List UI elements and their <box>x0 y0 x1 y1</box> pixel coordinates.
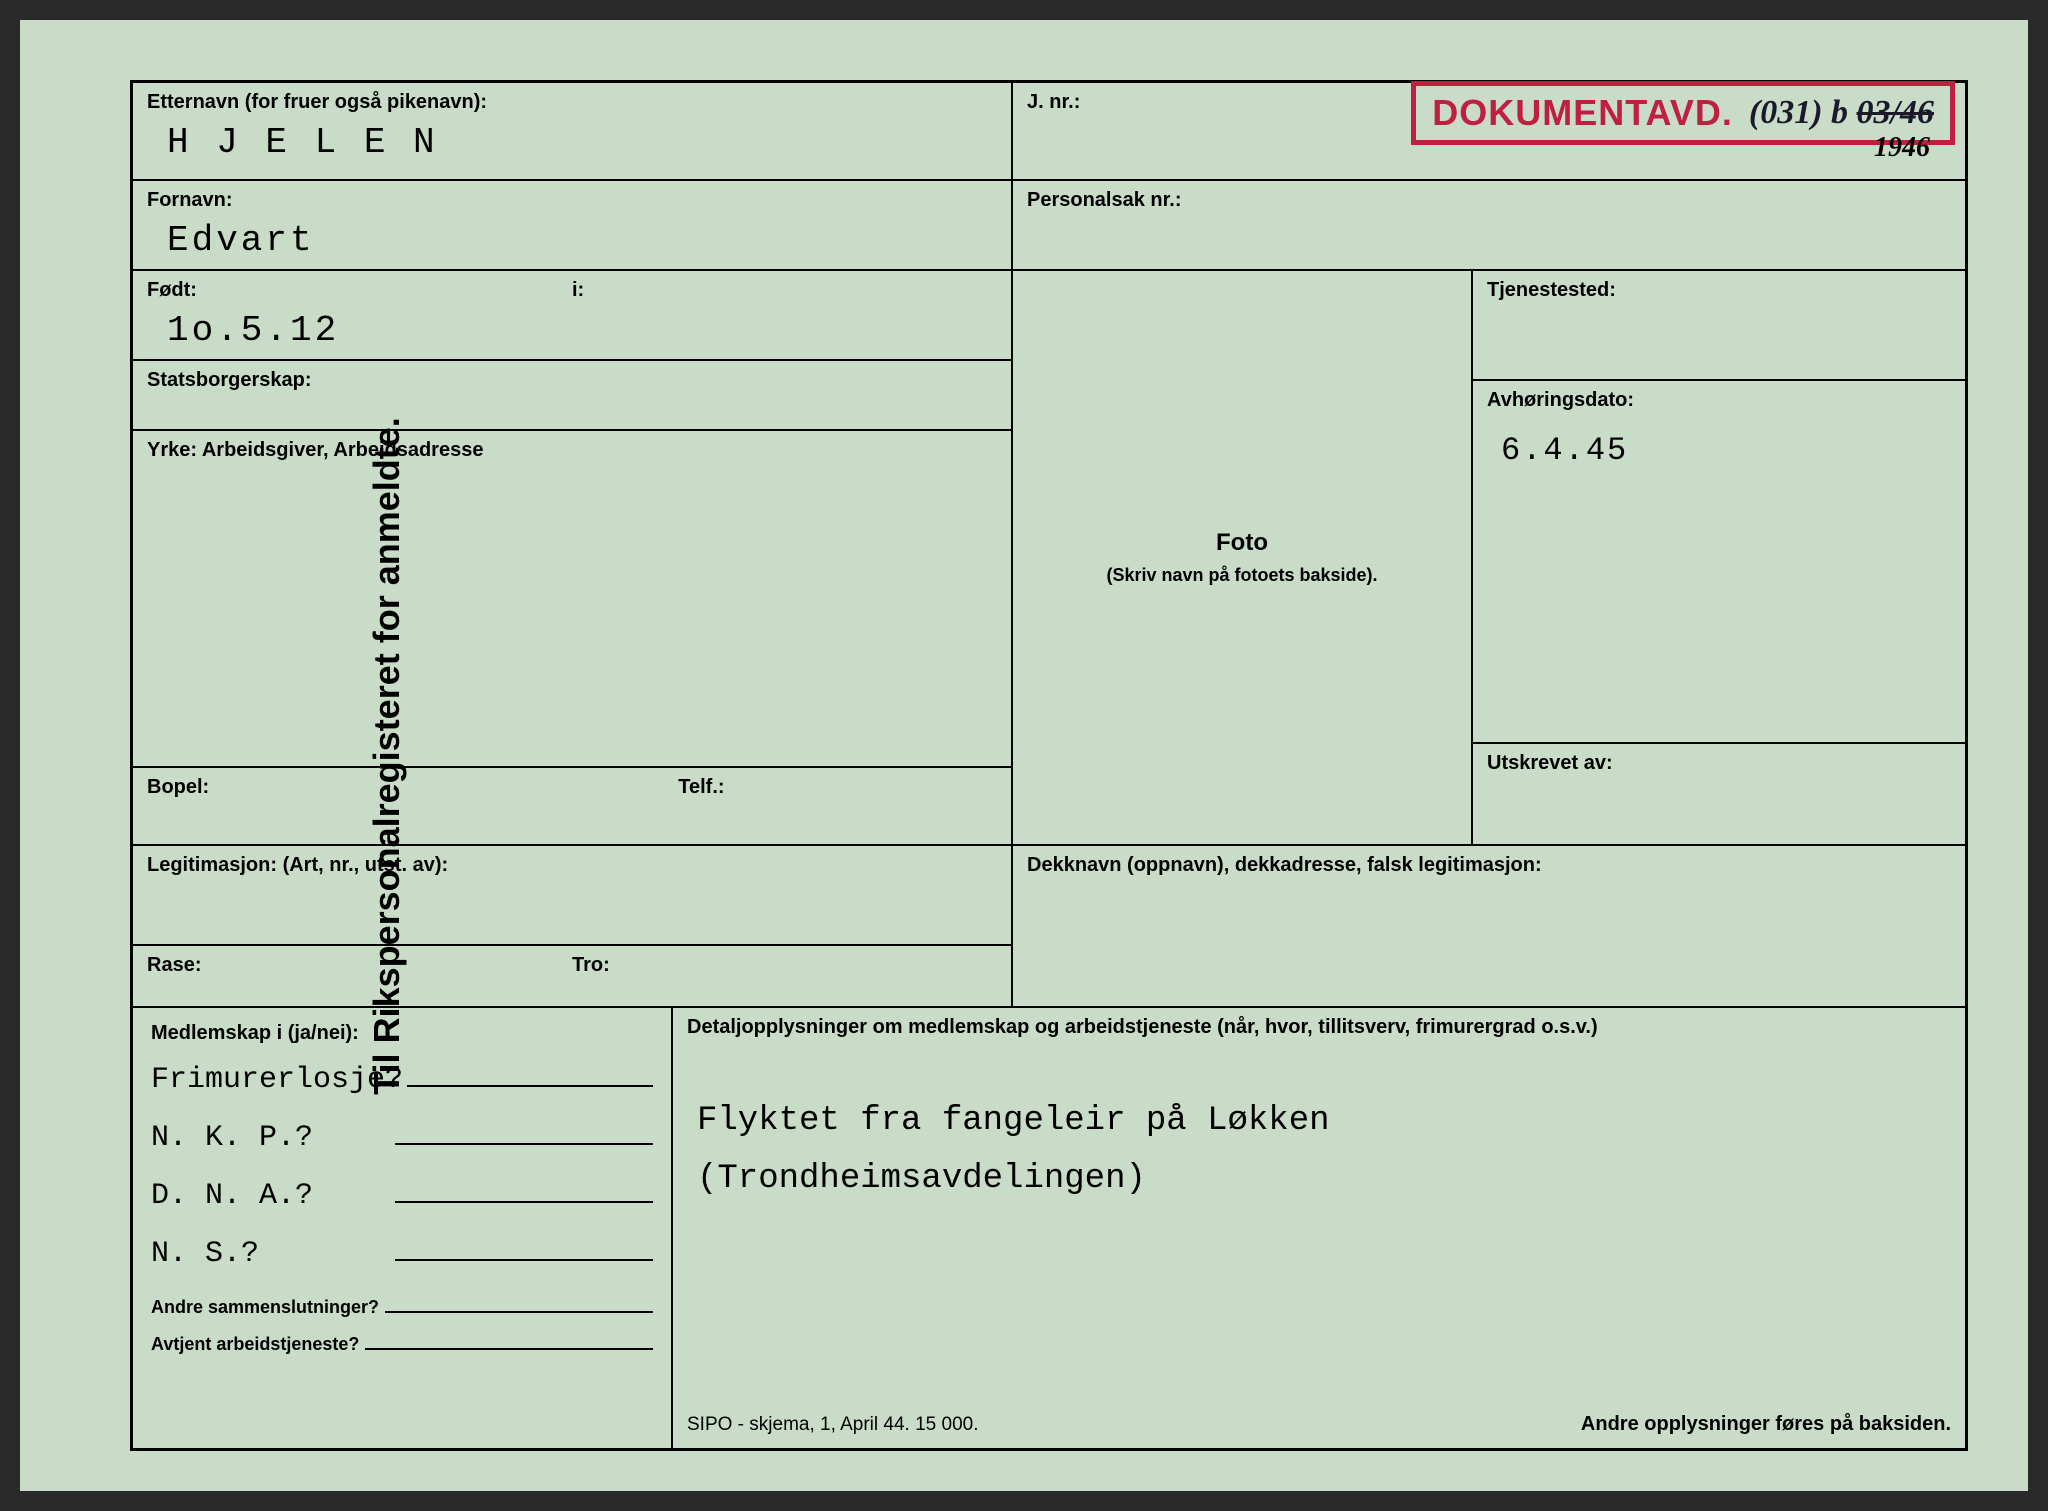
details-body: Flyktet fra fangeleir på Løkken (Trondhe… <box>687 1043 1951 1219</box>
label-personalsak: Personalsak nr.: <box>1027 189 1951 212</box>
label-tjenestested: Tjenestested: <box>1487 279 1951 302</box>
label-andre: Andre sammenslutninger? <box>151 1297 379 1318</box>
right-stack: Foto (Skriv navn på fotoets bakside). Tj… <box>1013 271 1965 1006</box>
value-fodt: 1o.5.12 <box>147 306 572 351</box>
label-ns: N. S.? <box>151 1237 391 1271</box>
label-foto-sub: (Skriv navn på fotoets bakside). <box>1106 565 1377 586</box>
stamp-text: DOKUMENTAVD. <box>1432 92 1733 134</box>
registration-card: Til Rikspersonalregisteret for anmeldte.… <box>20 20 2028 1491</box>
label-nkp: N. K. P.? <box>151 1121 391 1155</box>
row-photo-tjeneste: Foto (Skriv navn på fotoets bakside). Tj… <box>1013 271 1965 846</box>
line-ns: N. S.? <box>151 1237 653 1271</box>
footer-left: SIPO - skjema, 1, April 44. 15 000. <box>687 1414 978 1436</box>
cell-avhoringsdato: Avhøringsdato: 6.4.45 <box>1473 381 1965 744</box>
cell-dekknavn: Dekknavn (oppnavn), dekkadresse, falsk l… <box>1013 846 1965 1006</box>
line-dna: D. N. A.? <box>151 1179 653 1213</box>
blank-nkp <box>395 1121 653 1145</box>
cell-fornavn: Fornavn: Edvart <box>133 181 1013 269</box>
label-yrke: Yrke: Arbeidsgiver, Arbeidsadresse <box>147 439 997 462</box>
line-avtjent: Avtjent arbeidstjeneste? <box>151 1332 653 1355</box>
label-etternavn: Etternavn (for fruer også pikenavn): <box>147 91 997 114</box>
details-line2: (Trondheimsavdelingen) <box>697 1151 1941 1209</box>
form-card: Etternavn (for fruer også pikenavn): H J… <box>130 80 1968 1451</box>
label-avhoringsdato: Avhøringsdato: <box>1487 389 1951 412</box>
value-fornavn: Edvart <box>147 216 997 261</box>
label-bopel: Bopel: <box>147 776 209 798</box>
cell-utskrevet: Utskrevet av: <box>1473 744 1965 844</box>
footer-right: Andre opplysninger føres på baksiden. <box>1581 1413 1951 1436</box>
blank-avtjent <box>365 1332 653 1350</box>
cell-tjenestested: Tjenestested: <box>1473 271 1965 381</box>
cell-rase-tro: Rase: Tro: <box>133 946 1011 1006</box>
cell-personalsak: Personalsak nr.: <box>1013 181 1965 269</box>
label-membership: Medlemskap i (ja/nei): <box>151 1022 653 1045</box>
cell-legitimasjon: Legitimasjon: (Art, nr., utst. av): <box>133 846 1011 946</box>
cell-details: Detaljopplysninger om medlemskap og arbe… <box>673 1008 1965 1448</box>
line-frimurer: Frimurerlosje? <box>151 1063 653 1097</box>
cell-yrke: Yrke: Arbeidsgiver, Arbeidsadresse <box>133 431 1011 768</box>
label-utskrevet: Utskrevet av: <box>1487 752 1951 775</box>
label-foto: Foto <box>1216 529 1268 557</box>
label-details: Detaljopplysninger om medlemskap og arbe… <box>687 1016 1951 1039</box>
stamp-box: DOKUMENTAVD. (031) b 03/46 1946 <box>1411 81 1955 145</box>
cell-bopel: Bopel: Telf.: <box>133 768 1011 846</box>
label-tro: Tro: <box>572 954 610 976</box>
stamp-year: 1946 <box>1874 132 1930 164</box>
label-legitimasjon: Legitimasjon: (Art, nr., utst. av): <box>147 854 997 877</box>
stamp-strike: 03/46 <box>1857 94 1934 131</box>
left-stack: Født: 1o.5.12 i: Statsborgerskap: Yrke: … <box>133 271 1013 1006</box>
blank-frimurer <box>407 1063 653 1087</box>
row-bottom: Medlemskap i (ja/nei): Frimurerlosje? N.… <box>133 1008 1965 1448</box>
cell-foto: Foto (Skriv navn på fotoets bakside). <box>1013 271 1473 844</box>
row-fornavn: Fornavn: Edvart Personalsak nr.: <box>133 181 1965 271</box>
label-rase: Rase: <box>147 954 201 976</box>
cell-membership: Medlemskap i (ja/nei): Frimurerlosje? N.… <box>133 1008 673 1448</box>
label-fodt: Født: <box>147 279 572 302</box>
blank-ns <box>395 1237 653 1261</box>
blank-dna <box>395 1179 653 1203</box>
details-line1: Flyktet fra fangeleir på Løkken <box>697 1093 1941 1151</box>
blank-andre <box>385 1295 653 1313</box>
row-surname: Etternavn (for fruer også pikenavn): H J… <box>133 83 1965 181</box>
line-nkp: N. K. P.? <box>151 1121 653 1155</box>
cell-fodt: Født: 1o.5.12 i: <box>133 271 1011 361</box>
stamp-handwritten: (031) b 03/46 <box>1749 94 1934 132</box>
label-frimurer: Frimurerlosje? <box>151 1063 403 1097</box>
label-dekknavn: Dekknavn (oppnavn), dekkadresse, falsk l… <box>1027 854 1951 877</box>
label-avtjent: Avtjent arbeidstjeneste? <box>151 1334 359 1355</box>
cell-jnr: J. nr.: DOKUMENTAVD. (031) b 03/46 1946 <box>1013 83 1965 179</box>
cell-statsborgerskap: Statsborgerskap: <box>133 361 1011 431</box>
label-dna: D. N. A.? <box>151 1179 391 1213</box>
label-fornavn: Fornavn: <box>147 189 997 212</box>
label-statsborgerskap: Statsborgerskap: <box>147 369 997 392</box>
stamp-number: (031) b <box>1749 94 1848 131</box>
row-main-block: Født: 1o.5.12 i: Statsborgerskap: Yrke: … <box>133 271 1965 1008</box>
value-avhoringsdato: 6.4.45 <box>1487 416 1951 469</box>
label-telf: Telf.: <box>678 776 724 798</box>
cell-etternavn: Etternavn (for fruer også pikenavn): H J… <box>133 83 1013 179</box>
line-andre: Andre sammenslutninger? <box>151 1295 653 1318</box>
value-etternavn: H J E L E N <box>147 118 997 163</box>
right-inner-stack: Tjenestested: Avhøringsdato: 6.4.45 Utsk… <box>1473 271 1965 844</box>
label-fodt-i: i: <box>572 279 997 302</box>
